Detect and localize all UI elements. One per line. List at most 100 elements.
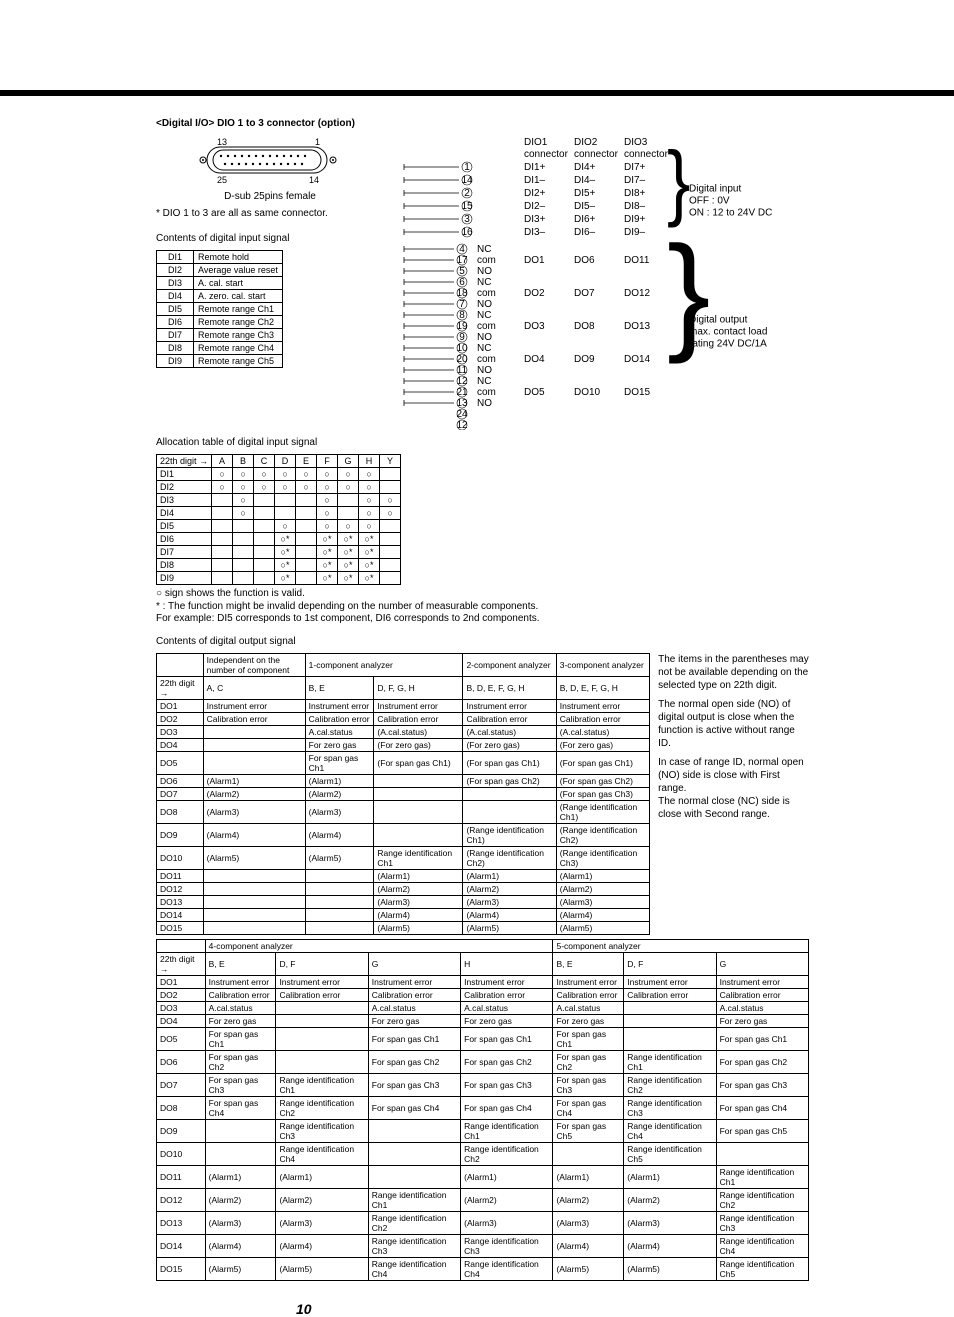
svg-text:DI4+: DI4+ — [574, 162, 596, 173]
di-cell: Remote range Ch5 — [194, 355, 283, 368]
pin-svg: DIO1connectorDIO2connectorDIO3connector … — [399, 135, 809, 430]
svg-text:ON : 12 to 24V DC: ON : 12 to 24V DC — [689, 208, 772, 219]
svg-text:19: 19 — [456, 321, 468, 332]
svg-text:NO: NO — [477, 398, 492, 409]
di-cell: DI4 — [157, 290, 194, 303]
svg-text:9: 9 — [459, 332, 465, 343]
svg-text:DI9+: DI9+ — [624, 214, 646, 225]
content: <Digital I/O> DIO 1 to 3 connector (opti… — [0, 96, 954, 1317]
do-wrap1: Independent on the number of component1-… — [156, 653, 809, 935]
di-cell: Remote range Ch4 — [194, 342, 283, 355]
pin13-label: 13 — [217, 137, 227, 147]
svg-text:DO3: DO3 — [524, 321, 545, 332]
svg-text:DI6+: DI6+ — [574, 214, 596, 225]
svg-text:DI3+: DI3+ — [524, 214, 546, 225]
svg-text:NC: NC — [477, 310, 491, 321]
svg-text:DI8–: DI8– — [624, 201, 646, 212]
di-cell: DI8 — [157, 342, 194, 355]
svg-text:DO13: DO13 — [624, 321, 651, 332]
svg-text:2: 2 — [464, 188, 470, 199]
di-cell: DI7 — [157, 329, 194, 342]
alloc-title: Allocation table of digital input signal — [156, 437, 809, 448]
svg-text:13: 13 — [456, 398, 468, 409]
di-cell: Average value reset — [194, 264, 283, 277]
svg-text:rating 24V DC/1A: rating 24V DC/1A — [689, 339, 767, 350]
svg-text:1: 1 — [464, 162, 470, 173]
page-number: 10 — [296, 1301, 809, 1317]
svg-text:DI8+: DI8+ — [624, 188, 646, 199]
svg-text:DO6: DO6 — [574, 255, 595, 266]
svg-text:DO7: DO7 — [574, 288, 595, 299]
alloc-table: 22th digit →ABCDEFGHYDI1○○○○○○○○DI2○○○○○… — [156, 454, 401, 585]
svg-text:3: 3 — [464, 214, 470, 225]
legend-2: * : The function might be invalid depend… — [156, 601, 538, 612]
svg-text:DO14: DO14 — [624, 354, 651, 365]
svg-text:connector: connector — [524, 149, 569, 160]
svg-text:DO11: DO11 — [624, 255, 650, 266]
di-cell: Remote range Ch3 — [194, 329, 283, 342]
svg-text:Digital output: Digital output — [689, 315, 748, 326]
top-left: 13 1 25 14 D-sub 25pins female — [156, 135, 384, 368]
svg-text:DI9–: DI9– — [624, 227, 646, 238]
svg-text:DO1: DO1 — [524, 255, 545, 266]
svg-text:DO10: DO10 — [574, 387, 601, 398]
di-cell: DI3 — [157, 277, 194, 290]
do-note-1: The items in the parentheses may not be … — [658, 653, 809, 692]
page: <Digital I/O> DIO 1 to 3 connector (opti… — [0, 90, 954, 1317]
di-cell: Remote range Ch1 — [194, 303, 283, 316]
svg-text:NO: NO — [477, 266, 492, 277]
svg-text:DI5–: DI5– — [574, 201, 596, 212]
di-cell: DI2 — [157, 264, 194, 277]
svg-text:DO8: DO8 — [574, 321, 595, 332]
di-cell: DI6 — [157, 316, 194, 329]
svg-text:DI7–: DI7– — [624, 175, 646, 186]
svg-text:NC: NC — [477, 376, 491, 387]
do-notes: The items in the parentheses may not be … — [650, 653, 809, 821]
svg-text:DI6–: DI6– — [574, 227, 596, 238]
svg-text:15: 15 — [461, 201, 473, 212]
svg-text:DI3–: DI3– — [524, 227, 546, 238]
di-title: Contents of digital input signal — [156, 233, 384, 244]
do-title: Contents of digital output signal — [156, 636, 809, 647]
svg-text:8: 8 — [459, 310, 465, 321]
legend-3: For example: DI5 corresponds to 1st comp… — [156, 613, 540, 624]
svg-text:DI1+: DI1+ — [524, 162, 546, 173]
do-table-2: 4-component analyzer5-component analyzer… — [156, 939, 809, 1281]
svg-text:NC: NC — [477, 277, 491, 288]
svg-text:14: 14 — [461, 175, 473, 186]
svg-text:16: 16 — [461, 227, 473, 238]
svg-text:DO2: DO2 — [524, 288, 545, 299]
pin-diagram: DIO1connectorDIO2connectorDIO3connector … — [384, 135, 809, 433]
svg-text:DI7+: DI7+ — [624, 162, 646, 173]
connector-note: * DIO 1 to 3 are all as same connector. — [156, 208, 384, 219]
svg-text:24: 24 — [456, 409, 468, 420]
svg-text:connector: connector — [624, 149, 669, 160]
svg-text:NC: NC — [477, 343, 491, 354]
alloc-legend: ○ sign shows the function is valid. * : … — [156, 588, 809, 626]
svg-text:com: com — [477, 321, 496, 332]
di-cell: Remote hold — [194, 251, 283, 264]
svg-text:NO: NO — [477, 365, 492, 376]
top-row: 13 1 25 14 D-sub 25pins female — [156, 135, 809, 433]
svg-text:DI1–: DI1– — [524, 175, 546, 186]
svg-text:NO: NO — [477, 332, 492, 343]
svg-text:DO15: DO15 — [624, 387, 651, 398]
di-cell: A. cal. start — [194, 277, 283, 290]
do-note-2: The normal open side (NO) of digital out… — [658, 698, 809, 750]
svg-text:18: 18 — [456, 288, 468, 299]
svg-text:NC: NC — [477, 244, 491, 255]
pin25-label: 25 — [217, 175, 227, 185]
pin1-label: 1 — [315, 137, 320, 147]
di-table: DI1Remote holdDI2Average value resetDI3A… — [156, 250, 283, 368]
di-cell: DI5 — [157, 303, 194, 316]
svg-text:12: 12 — [456, 376, 468, 387]
svg-text:Digital input: Digital input — [689, 184, 741, 195]
svg-text:DIO2: DIO2 — [574, 137, 598, 148]
svg-text:max. contact load: max. contact load — [689, 327, 767, 338]
svg-text:4: 4 — [459, 244, 465, 255]
svg-text:}: } — [667, 135, 690, 228]
connector-caption: D-sub 25pins female — [156, 191, 384, 202]
svg-text:DI2–: DI2– — [524, 201, 546, 212]
svg-text:DI2+: DI2+ — [524, 188, 546, 199]
do-note-4: The normal close (NC) side is close with… — [658, 795, 809, 821]
